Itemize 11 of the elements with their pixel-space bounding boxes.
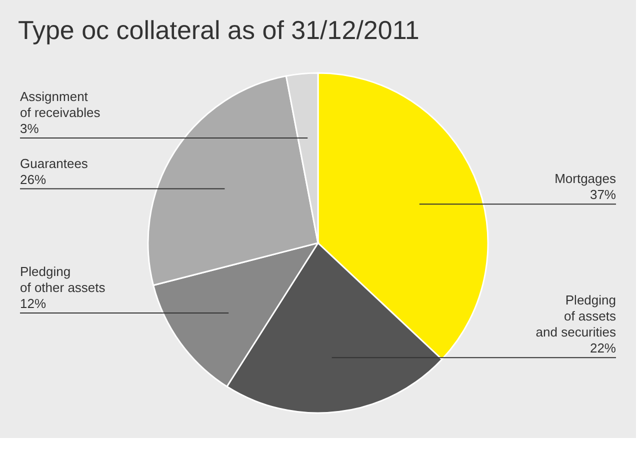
data-label: 12%	[20, 296, 46, 311]
chart-title: Type oc collateral as of 31/12/2011	[18, 15, 420, 45]
slice-label: Assignment of receivables	[20, 88, 101, 120]
data-label: 37%	[590, 187, 616, 202]
data-label: 22%	[590, 340, 616, 356]
data-label: 3%	[20, 120, 40, 136]
slice-label: Pledging of other assets	[20, 264, 106, 295]
data-label: 26%	[20, 172, 46, 187]
slice-label: Guarantees	[20, 156, 88, 171]
slice-label: Pledging of assets and securities	[536, 292, 616, 340]
slice-label: Mortgages	[554, 171, 616, 186]
